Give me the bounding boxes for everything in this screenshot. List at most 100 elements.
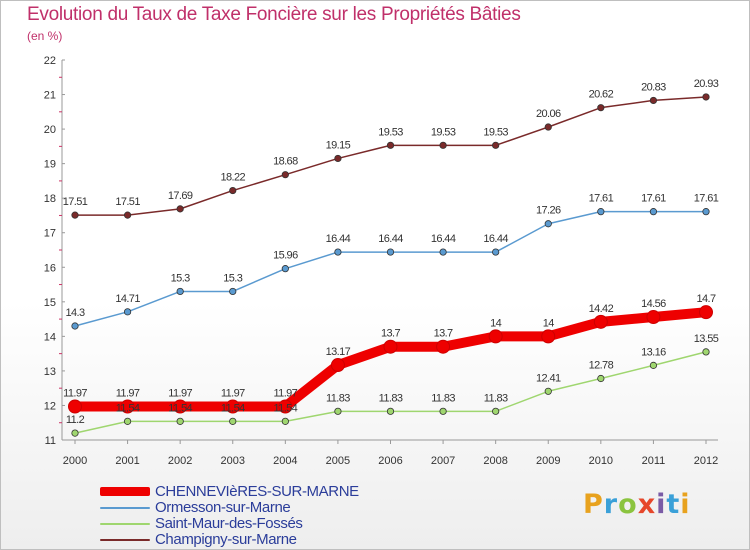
data-label-saint-maur-des-fosses: 12.78 (589, 360, 614, 372)
x-tick-label: 2005 (326, 455, 350, 467)
legend-swatch (100, 487, 150, 496)
data-label-champigny-sur-marne: 20.83 (641, 81, 666, 93)
data-point-champigny-sur-marne (544, 123, 552, 131)
data-point-saint-maur-des-fosses (702, 348, 710, 356)
x-tick-label: 2002 (168, 455, 192, 467)
x-tick-label: 2000 (63, 455, 87, 467)
data-point-ormesson-sur-marne (71, 322, 79, 330)
data-point-champigny-sur-marne (492, 141, 500, 149)
data-label-chennevieres-sur-marne: 11.97 (63, 387, 87, 399)
y-tick-label: 11 (45, 435, 56, 447)
y-tick-label: 15 (44, 297, 56, 309)
data-label-ormesson-sur-marne: 16.44 (483, 233, 508, 245)
data-point-champigny-sur-marne (386, 141, 395, 149)
data-label-chennevieres-sur-marne: 14.56 (641, 298, 666, 310)
data-label-champigny-sur-marne: 18.22 (220, 172, 245, 184)
y-tick-label: 12 (44, 400, 56, 412)
y-tick-label: 18 (44, 193, 56, 205)
data-label-saint-maur-des-fosses: 13.55 (694, 333, 719, 345)
data-label-saint-maur-des-fosses: 11.54 (221, 402, 245, 414)
data-point-saint-maur-des-fosses (439, 407, 447, 415)
data-point-ormesson-sur-marne (123, 308, 132, 316)
data-point-chennevieres-sur-marne (383, 339, 398, 354)
data-point-ormesson-sur-marne (492, 248, 500, 256)
data-label-saint-maur-des-fosses: 12.41 (536, 372, 561, 384)
data-point-ormesson-sur-marne (649, 208, 658, 216)
data-point-chennevieres-sur-marne (436, 339, 451, 354)
data-label-champigny-sur-marne: 19.53 (483, 126, 508, 138)
x-tick-label: 2003 (221, 455, 245, 467)
y-tick-label: 14 (44, 331, 56, 343)
chart-title: Evolution du Taux de Taxe Foncière sur l… (27, 4, 521, 25)
logo-letter: i (680, 489, 691, 520)
data-label-chennevieres-sur-marne: 13.7 (381, 328, 400, 340)
logo-letter: x (637, 489, 657, 520)
x-tick-label: 2006 (378, 455, 402, 467)
legend-label: Saint-Maur-des-Fossés (155, 515, 303, 532)
data-point-saint-maur-des-fosses (123, 417, 132, 425)
data-point-ormesson-sur-marne (386, 248, 395, 256)
x-tick-label: 2011 (642, 455, 666, 467)
data-label-ormesson-sur-marne: 16.44 (326, 233, 351, 245)
data-label-chennevieres-sur-marne: 14.42 (589, 303, 614, 315)
data-point-ormesson-sur-marne (176, 287, 184, 296)
data-point-champigny-sur-marne (439, 141, 447, 149)
data-label-ormesson-sur-marne: 15.3 (223, 272, 242, 284)
data-label-chennevieres-sur-marne: 11.97 (273, 387, 297, 399)
data-point-saint-maur-des-fosses (544, 387, 552, 395)
proxiti-logo: Proxiti (583, 489, 691, 520)
logo-letter: r (603, 489, 619, 520)
data-point-chennevieres-sur-marne (278, 399, 293, 414)
data-point-chennevieres-sur-marne (330, 358, 345, 373)
data-point-champigny-sur-marne (702, 93, 710, 101)
data-point-champigny-sur-marne (176, 205, 184, 213)
data-label-champigny-sur-marne: 19.15 (326, 139, 351, 151)
data-point-chennevieres-sur-marne (173, 399, 188, 414)
data-point-saint-maur-des-fosses (176, 417, 184, 425)
data-point-champigny-sur-marne (597, 104, 605, 112)
data-point-ormesson-sur-marne (281, 265, 289, 273)
legend-swatch (100, 507, 150, 509)
y-tick-label: 17 (44, 228, 56, 240)
data-label-champigny-sur-marne: 18.68 (273, 156, 298, 168)
data-label-saint-maur-des-fosses: 11.83 (431, 392, 455, 404)
data-label-champigny-sur-marne: 19.53 (431, 126, 456, 138)
data-point-saint-maur-des-fosses (597, 374, 605, 383)
x-tick-label: 2012 (694, 455, 718, 467)
legend-swatch (100, 523, 150, 525)
logo-letter: o (618, 489, 638, 520)
x-tick-label: 2009 (536, 455, 560, 467)
data-point-chennevieres-sur-marne (68, 399, 82, 414)
x-tick-label: 2008 (483, 455, 507, 467)
chart-subtitle: (en %) (27, 29, 63, 43)
data-label-champigny-sur-marne: 17.51 (63, 196, 88, 208)
logo-letter: i (656, 489, 667, 520)
data-point-saint-maur-des-fosses (334, 407, 342, 415)
data-label-champigny-sur-marne: 20.93 (694, 78, 719, 90)
data-label-chennevieres-sur-marne: 14.7 (696, 293, 715, 305)
data-label-chennevieres-sur-marne: 14 (490, 317, 502, 329)
data-label-ormesson-sur-marne: 14.71 (115, 293, 140, 305)
data-label-chennevieres-sur-marne: 11.97 (168, 387, 192, 399)
data-point-champigny-sur-marne (649, 96, 658, 105)
data-label-ormesson-sur-marne: 15.96 (273, 250, 298, 262)
data-label-chennevieres-sur-marne: 11.97 (116, 387, 140, 399)
data-point-champigny-sur-marne (123, 211, 132, 219)
x-tick-label: 2004 (273, 455, 297, 467)
data-point-ormesson-sur-marne (229, 287, 237, 296)
data-label-chennevieres-sur-marne: 14 (543, 317, 555, 329)
data-point-ormesson-sur-marne (702, 208, 710, 216)
legend-swatch (100, 539, 150, 541)
x-tick-label: 2007 (431, 455, 455, 467)
data-label-ormesson-sur-marne: 17.26 (536, 205, 561, 217)
x-tick-label: 2001 (115, 455, 139, 467)
legend-label: Ormesson-sur-Marne (155, 499, 291, 516)
data-label-ormesson-sur-marne: 16.44 (431, 233, 456, 245)
data-label-ormesson-sur-marne: 16.44 (378, 233, 403, 245)
data-point-saint-maur-des-fosses (492, 407, 500, 415)
data-point-chennevieres-sur-marne (225, 399, 240, 414)
data-point-saint-maur-des-fosses (386, 407, 395, 415)
data-point-chennevieres-sur-marne (699, 305, 713, 320)
data-label-chennevieres-sur-marne: 13.7 (434, 328, 453, 340)
